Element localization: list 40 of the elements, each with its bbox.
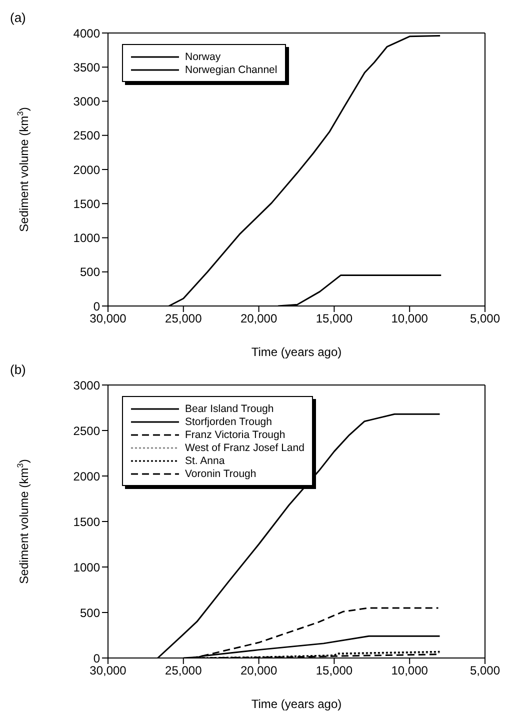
y-tick-label: 3500 [73,60,100,74]
x-tick-label: 25,000 [165,312,202,326]
y-tick-label: 1000 [73,560,100,574]
y-tick-label: 1500 [73,196,100,211]
x-tick-label: 15,000 [316,312,353,326]
y-tick-label: 0 [93,651,100,666]
legend-label: Norwegian Channel [185,64,278,76]
y-tick-label: 1000 [73,231,100,246]
legend-label: Bear Island Trough [185,402,274,414]
y-tick-label: 3000 [73,94,100,109]
x-axis-title: Time (years ago) [251,697,342,711]
y-tick-label: 2500 [73,424,100,438]
y-tick-label: 4000 [73,26,100,40]
x-axis-title: Time (years ago) [251,345,342,359]
chart-title: (b) [10,362,26,377]
x-tick-label: 25,000 [165,664,202,678]
x-tick-label: 10,000 [391,664,428,678]
chart-title: (a) [10,10,26,25]
y-tick-label: 2000 [73,162,100,177]
legend-label: Norway [185,50,221,62]
x-tick-label: 10,000 [391,312,428,326]
legend-label: Storfjorden Trough [185,416,272,428]
y-tick-label: 3000 [73,378,100,392]
legend-label: St. Anna [185,454,225,466]
y-tick-label: 1500 [73,514,100,529]
x-tick-label: 5,000 [470,312,500,326]
x-tick-label: 15,000 [316,664,353,678]
y-tick-label: 2500 [73,128,100,143]
x-tick-label: 30,000 [90,312,127,326]
y-tick-label: 500 [80,606,100,620]
y-tick-label: 0 [93,299,100,314]
legend-label: West of Franz Josef Land [185,442,304,454]
x-tick-label: 20,000 [240,664,278,678]
x-tick-label: 5,000 [470,664,500,678]
y-tick-label: 2000 [73,469,100,484]
x-tick-label: 20,000 [240,312,278,326]
legend-label: Voronin Trough [185,468,256,480]
x-tick-label: 30,000 [90,664,127,678]
y-tick-label: 500 [80,265,100,280]
legend-label: Franz Victoria Trough [185,428,286,440]
